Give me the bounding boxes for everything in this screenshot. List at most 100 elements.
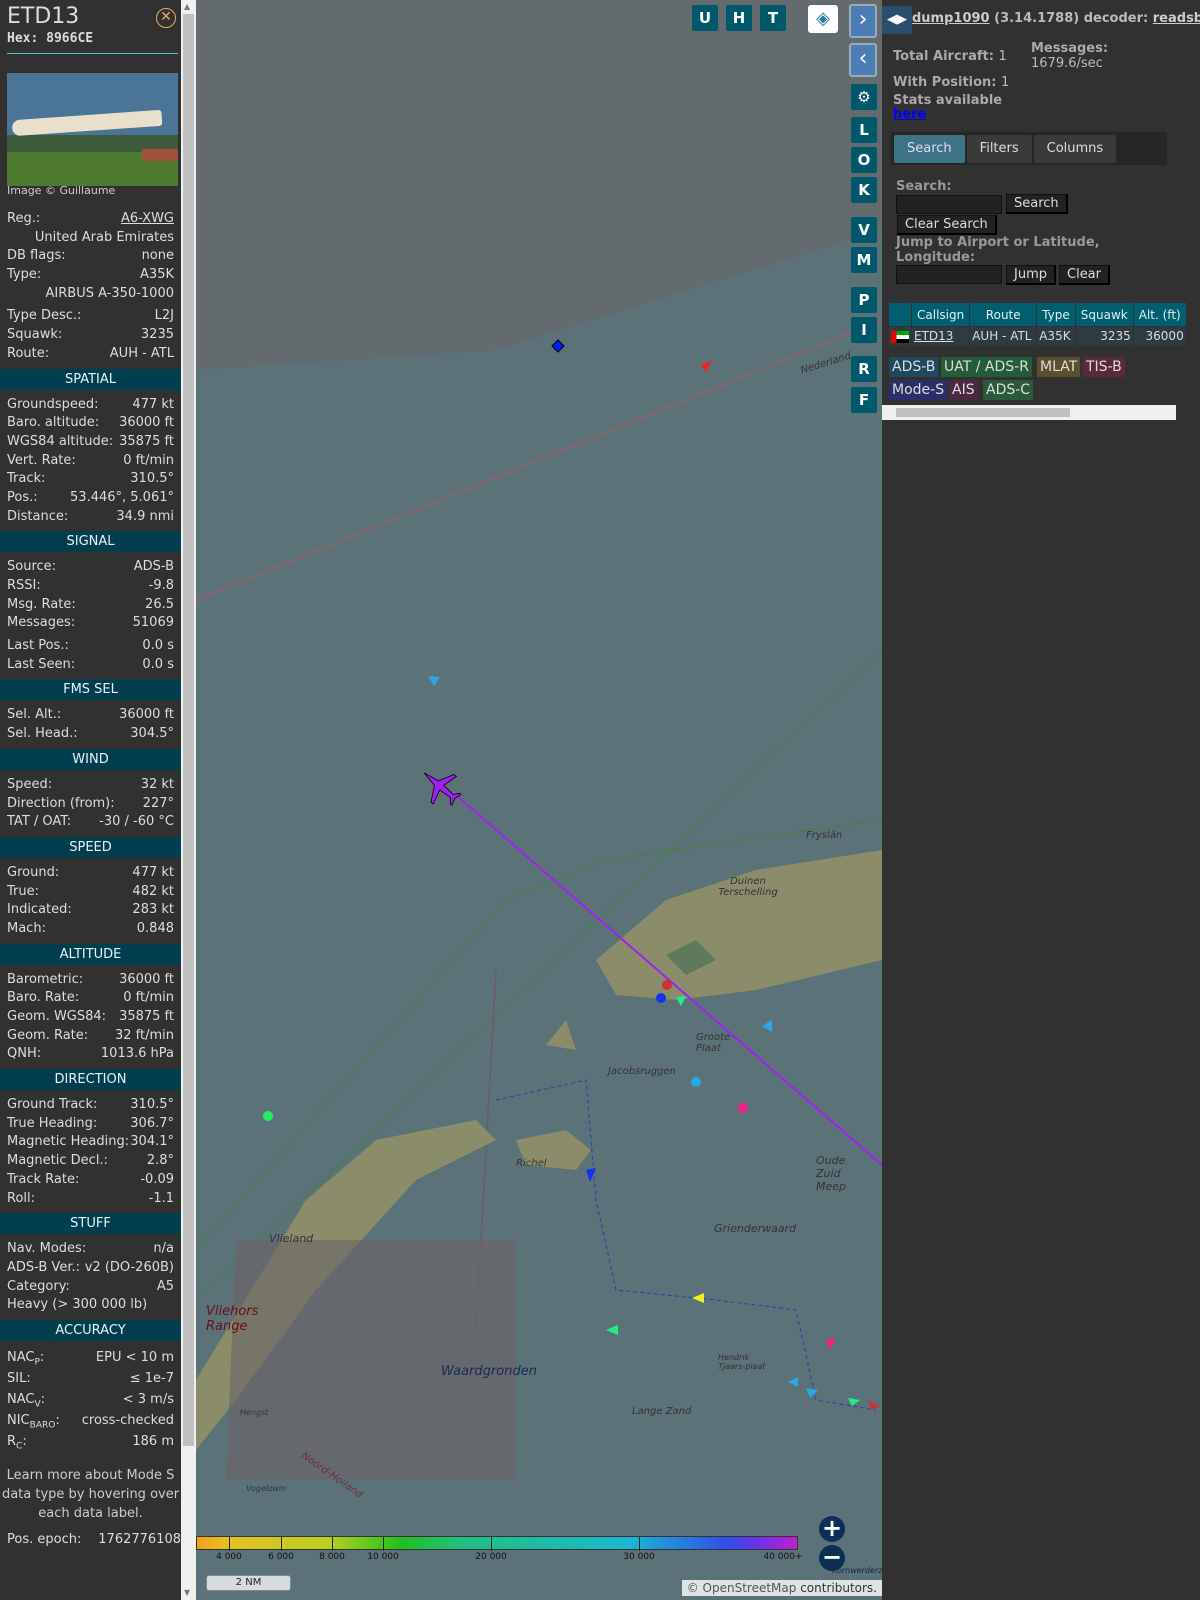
detail-label: Direction (from): [7, 795, 115, 811]
map-button-v[interactable]: V [851, 217, 877, 243]
stats-link[interactable]: here [893, 107, 927, 122]
detail-label: Source: [7, 559, 57, 575]
detail-row: Geom. Rate: 32 ft/min [7, 1027, 174, 1046]
detail-row: True: 482 kt [7, 883, 174, 902]
detail-label: Sel. Head.: [7, 726, 78, 742]
detail-row: Mach: 0.848 [7, 920, 174, 939]
detail-value: A5 [156, 1278, 174, 1294]
jump-button[interactable]: Jump [1006, 265, 1056, 285]
map-button-r[interactable]: R [851, 356, 877, 382]
section-header-speed: SPEED [0, 836, 181, 858]
detail-value: -9.8 [148, 578, 174, 593]
zoom-in-button[interactable]: + [819, 1516, 845, 1542]
detail-rows: Reg.: A6-XWG United Arab Emirates DB flags:… [0, 210, 181, 1550]
readsb-link[interactable]: readsb [1152, 11, 1200, 26]
column-header-callsign[interactable]: Callsign [912, 303, 970, 326]
scale-bar: 2 NM [206, 1575, 291, 1591]
tab-filters[interactable]: Filters [966, 135, 1032, 163]
column-header[interactable] [889, 303, 911, 326]
detail-label: Mach: [7, 920, 46, 936]
aircraft-photo[interactable] [7, 73, 178, 186]
column-header-squawk[interactable]: Squawk [1075, 303, 1133, 326]
map-button-l[interactable]: L [851, 117, 877, 143]
section-header-direction: DIRECTION [0, 1069, 181, 1091]
clear-button[interactable]: Clear [1059, 265, 1110, 285]
map-button-m[interactable]: M [851, 247, 877, 273]
jump-input[interactable] [896, 265, 1002, 284]
map-button-p[interactable]: P [851, 287, 877, 313]
detail-row: Ground: 477 kt [7, 864, 174, 883]
map-button-o[interactable]: O [851, 147, 877, 173]
map-button-k[interactable]: K [851, 177, 877, 203]
tab-bar: Search Filters Columns [891, 132, 1167, 165]
map-button-h[interactable]: H [726, 5, 752, 31]
map-button-u[interactable]: U [692, 5, 718, 31]
total-aircraft: Total Aircraft: 1 [893, 49, 1007, 64]
map[interactable]: Nederland Duinen Terschelling Fryslân Gr… [196, 0, 882, 1600]
zoom-out-button[interactable]: − [819, 1545, 845, 1571]
layers-icon[interactable]: ◈ [808, 5, 838, 33]
detail-value: 304.5° [130, 726, 174, 742]
detail-row: RC: 186 m [7, 1431, 174, 1452]
search-input[interactable] [896, 195, 1002, 214]
chevron-right-icon[interactable]: › [849, 4, 877, 38]
detail-label: Route: [7, 345, 50, 361]
detail-value: 53.446°, 5.061° [70, 489, 174, 505]
map-label: Groote Plaat [696, 1032, 731, 1054]
table-row[interactable]: ETD13 AUH - ATL A35K 3235 36000 [889, 327, 1186, 345]
column-header-altitude[interactable]: Alt. (ft) [1133, 303, 1186, 326]
cell-callsign[interactable]: ETD13 [912, 327, 970, 345]
map-button-i[interactable]: I [851, 317, 877, 343]
column-header-type[interactable]: Type [1037, 303, 1075, 326]
panel-toggle-arrows-icon[interactable]: ◀▶ [882, 6, 912, 34]
map-label: Hengst [240, 1408, 269, 1417]
column-header-route[interactable]: Route [970, 303, 1037, 326]
detail-value: United Arab Emirates [34, 229, 174, 245]
settings-gear-icon[interactable]: ⚙ [851, 84, 877, 110]
detail-label: QNH: [7, 1046, 42, 1062]
detail-label: Type Desc.: [7, 308, 82, 324]
detail-row: Barometric: 36000 ft [7, 971, 174, 990]
detail-value: 0.0 s [142, 656, 174, 672]
detail-value: AUH - ATL [109, 345, 174, 361]
map-button-t[interactable]: T [760, 5, 786, 31]
detail-value: 0 ft/min [123, 990, 174, 1006]
search-button[interactable]: Search [1006, 194, 1068, 214]
callsign: ETD13 [7, 4, 80, 29]
detail-row: Messages: 51069 [7, 614, 174, 633]
detail-value: EPU < 10 m [95, 1349, 174, 1365]
map-label: Lange Zand [632, 1406, 692, 1417]
map-label: Duinen Terschelling [718, 876, 778, 898]
detail-label: TAT / OAT: [7, 814, 72, 830]
tab-columns[interactable]: Columns [1033, 135, 1117, 163]
detail-label: SIL: [7, 1370, 31, 1386]
table-header-row: Callsign Route Type Squawk Alt. (ft) [889, 303, 1186, 326]
left-panel-scrollbar[interactable]: ▲ ▼ [181, 0, 196, 1600]
detail-label: Heavy (> 300 000 lb) [7, 1297, 148, 1313]
map-label: Grienderwaard [714, 1222, 797, 1235]
table-horizontal-scrollbar[interactable] [882, 405, 1176, 420]
legend-tick: 30 000 [623, 1552, 655, 1562]
detail-row: Magnetic Decl.: 2.8° [7, 1152, 174, 1171]
detail-value: n/a [153, 1241, 174, 1257]
dump1090-link[interactable]: dump1090 [912, 11, 990, 26]
map-label: Hendrik Tjaars-plaat [718, 1353, 766, 1371]
detail-value: A35K [140, 267, 174, 283]
map-button-f[interactable]: F [851, 387, 877, 413]
cell-type: A35K [1037, 327, 1075, 345]
detail-label: Messages: [7, 615, 76, 631]
chevron-left-icon[interactable]: ‹ [849, 43, 877, 77]
source-ais: AIS [949, 380, 978, 400]
aircraft-marker-selected[interactable] [413, 759, 468, 814]
detail-label: RC: [7, 1433, 27, 1452]
detail-label: Magnetic Heading: [7, 1134, 130, 1150]
detail-label: Ground: [7, 864, 60, 880]
detail-label: Magnetic Decl.: [7, 1153, 108, 1169]
legend-tick: 8 000 [319, 1552, 345, 1562]
tab-search[interactable]: Search [894, 135, 965, 163]
source-uat-adsr: UAT / ADS-R [941, 357, 1032, 377]
clear-search-button[interactable]: Clear Search [897, 215, 997, 235]
detail-value: ≤ 1e-7 [129, 1370, 174, 1386]
registration-link[interactable]: A6-XWG [120, 211, 174, 226]
close-icon[interactable]: ✕ [156, 8, 176, 28]
